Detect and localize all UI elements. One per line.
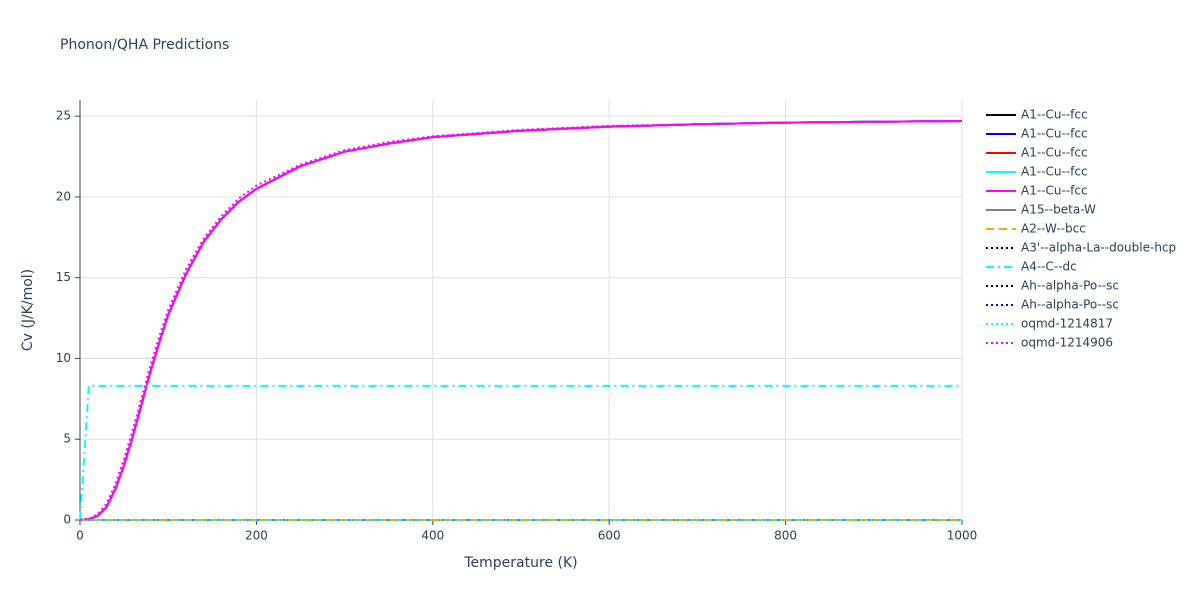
- legend-label: A1--Cu--fcc: [1021, 184, 1088, 198]
- x-tick-label: 800: [774, 529, 797, 543]
- y-tick-label: 0: [63, 513, 71, 527]
- x-tick-label: 400: [421, 529, 444, 543]
- legend-label: Ah--alpha-Po--sc: [1021, 279, 1119, 293]
- x-tick-label: 600: [598, 529, 621, 543]
- legend-label: A1--Cu--fcc: [1021, 165, 1088, 179]
- legend-label: oqmd-1214817: [1021, 317, 1113, 331]
- legend-label: A15--beta-W: [1021, 203, 1096, 217]
- y-tick-label: 25: [56, 109, 71, 123]
- x-tick-label: 200: [245, 529, 268, 543]
- series-line: [79, 120, 963, 521]
- legend-label: A4--C--dc: [1021, 260, 1077, 274]
- series-line: [79, 120, 963, 521]
- x-tick-label: 0: [76, 529, 84, 543]
- legend-label: A3'--alpha-La--double-hcp: [1021, 241, 1176, 255]
- series-line: [79, 120, 963, 521]
- y-axis-title: Cv (J/K/mol): [20, 269, 36, 351]
- legend-label: A2--W--bcc: [1021, 222, 1086, 236]
- y-tick-label: 5: [63, 432, 71, 446]
- y-tick-label: 15: [56, 270, 71, 284]
- series-line: [79, 120, 963, 521]
- series-line: [79, 120, 963, 521]
- legend-label: Ah--alpha-Po--sc: [1021, 298, 1119, 312]
- y-tick-label: 20: [56, 189, 71, 203]
- legend-label: A1--Cu--fcc: [1021, 108, 1088, 122]
- series-line: [79, 120, 963, 521]
- x-axis-title: Temperature (K): [463, 555, 577, 571]
- legend-label: A1--Cu--fcc: [1021, 146, 1088, 160]
- chart-title: Phonon/QHA Predictions: [60, 37, 229, 53]
- legend-label: A1--Cu--fcc: [1021, 127, 1088, 141]
- y-tick-label: 10: [56, 351, 71, 365]
- x-tick-label: 1000: [947, 529, 978, 543]
- series-line: [79, 384, 962, 521]
- legend-label: oqmd-1214906: [1021, 336, 1113, 350]
